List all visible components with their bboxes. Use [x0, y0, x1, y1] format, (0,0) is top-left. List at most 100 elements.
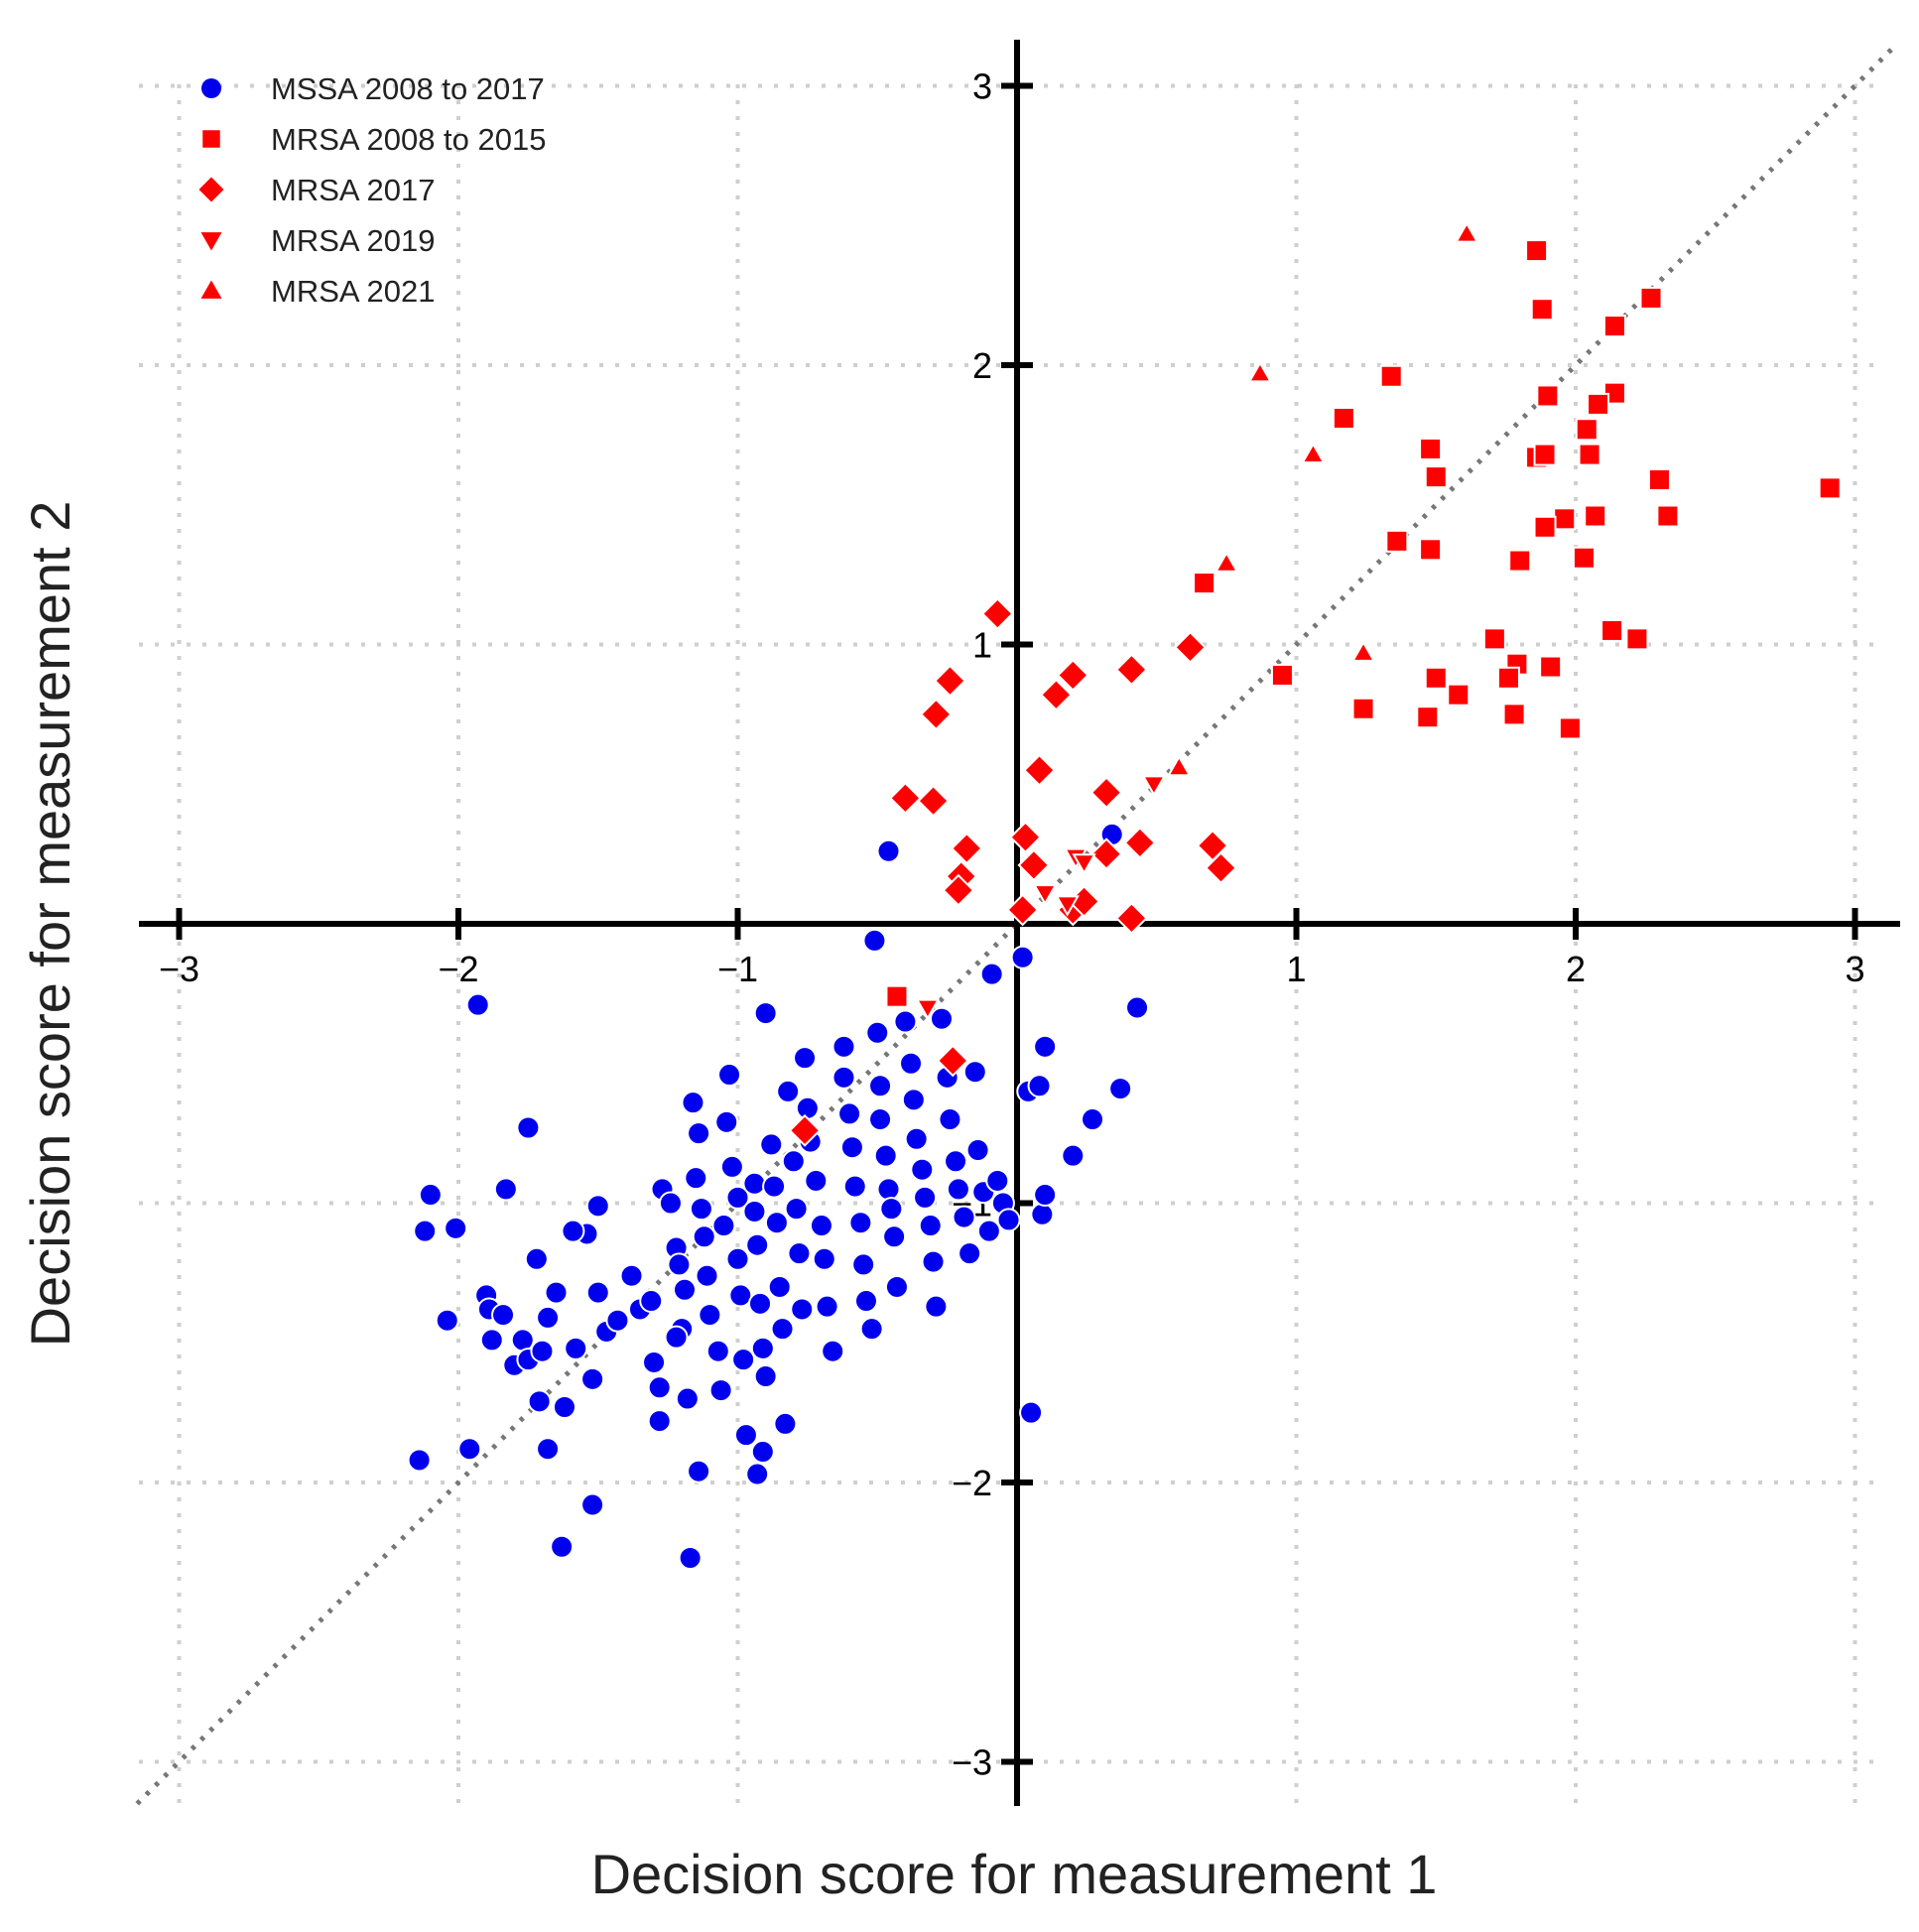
legend-marker [201, 78, 221, 98]
data-point [848, 1211, 873, 1235]
data-point [642, 1350, 667, 1374]
data-point [1625, 627, 1649, 651]
data-point [664, 1325, 689, 1350]
data-point [1332, 406, 1355, 430]
data-point [952, 1205, 976, 1229]
data-point [1533, 515, 1557, 539]
data-point [1019, 1400, 1044, 1425]
data-point [667, 1252, 692, 1277]
data-point [1558, 716, 1582, 740]
data-point [946, 1177, 970, 1202]
x-tick-label: 2 [1566, 949, 1586, 989]
data-point [759, 1132, 784, 1157]
data-point [929, 1006, 954, 1031]
data-point [1502, 703, 1526, 726]
data-point [888, 781, 922, 815]
data-point [725, 1185, 750, 1210]
data-point [524, 1246, 549, 1271]
data-point [1301, 442, 1326, 463]
data-point [1056, 659, 1089, 692]
data-point [731, 1348, 756, 1372]
data-point [742, 1199, 767, 1224]
legend-label: MSSA 2008 to 2017 [271, 71, 545, 106]
data-point [851, 1252, 876, 1277]
data-point [1419, 437, 1443, 460]
data-point [647, 1375, 672, 1400]
data-point [868, 1074, 893, 1098]
series-circle [407, 822, 1150, 1571]
data-point [1205, 851, 1237, 885]
data-point [1602, 315, 1626, 338]
data-point [552, 1394, 576, 1419]
data-point [479, 1328, 504, 1352]
data-point [1061, 1143, 1086, 1168]
data-point [510, 1328, 535, 1352]
data-point [787, 1241, 812, 1266]
data-point [619, 1263, 644, 1288]
data-point [942, 873, 975, 907]
data-point [1508, 549, 1532, 573]
data-point [714, 1109, 739, 1134]
y-tick-label: −2 [952, 1463, 992, 1503]
data-point [753, 1001, 778, 1026]
axes [139, 40, 1900, 1806]
data-point [804, 1168, 829, 1193]
data-point [1536, 384, 1560, 408]
data-point [918, 1214, 943, 1238]
data-point [1578, 443, 1601, 466]
data-point [1424, 465, 1448, 489]
data-point [1379, 364, 1403, 388]
y-axis-title: Decision score for measurement 2 [19, 501, 81, 1348]
data-point [1141, 775, 1167, 797]
data-point [762, 1174, 787, 1199]
data-point [809, 1214, 833, 1238]
data-point [435, 1308, 459, 1333]
data-point [1027, 1074, 1052, 1098]
x-tick-label: 3 [1845, 949, 1864, 989]
data-point [1533, 443, 1557, 466]
data-point [1539, 655, 1563, 679]
data-point [418, 1183, 443, 1208]
data-point [868, 1107, 893, 1132]
data-point [815, 1294, 839, 1319]
data-point [1023, 753, 1056, 787]
data-point [695, 1263, 719, 1288]
data-point [550, 1534, 575, 1559]
data-point [585, 1280, 610, 1305]
data-point [938, 1107, 962, 1132]
data-point [530, 1339, 555, 1363]
data-point [1006, 893, 1040, 927]
data-point [745, 1462, 770, 1486]
data-point [1385, 529, 1409, 553]
x-axis-title: Decision score for measurement 1 [591, 1843, 1438, 1905]
data-point [687, 1121, 711, 1146]
data-point [1247, 360, 1273, 383]
data-point [899, 1051, 924, 1076]
data-point [457, 1437, 482, 1462]
data-point [745, 1232, 770, 1257]
data-point [580, 1492, 605, 1517]
x-tick-label: −2 [438, 949, 478, 989]
data-point [491, 1303, 516, 1328]
data-point [605, 1308, 630, 1333]
data-point [1081, 1107, 1105, 1132]
data-point [1647, 467, 1671, 491]
data-point [647, 1409, 672, 1434]
data-point [750, 1336, 775, 1360]
data-point [1454, 221, 1479, 243]
y-tick-label: 1 [972, 625, 992, 666]
data-point [764, 1211, 789, 1235]
x-tick-label: −1 [717, 949, 758, 989]
data-point [1350, 640, 1376, 662]
data-point [885, 984, 909, 1008]
data-point [639, 1289, 664, 1314]
data-point [832, 1065, 856, 1090]
data-point [781, 1149, 806, 1174]
data-point [564, 1336, 588, 1360]
x-tick-label: −3 [159, 949, 199, 989]
data-point [1214, 551, 1239, 573]
y-tick-label: −3 [952, 1742, 992, 1783]
data-point [748, 1291, 773, 1316]
data-point [516, 1115, 541, 1140]
data-point [1656, 504, 1680, 528]
